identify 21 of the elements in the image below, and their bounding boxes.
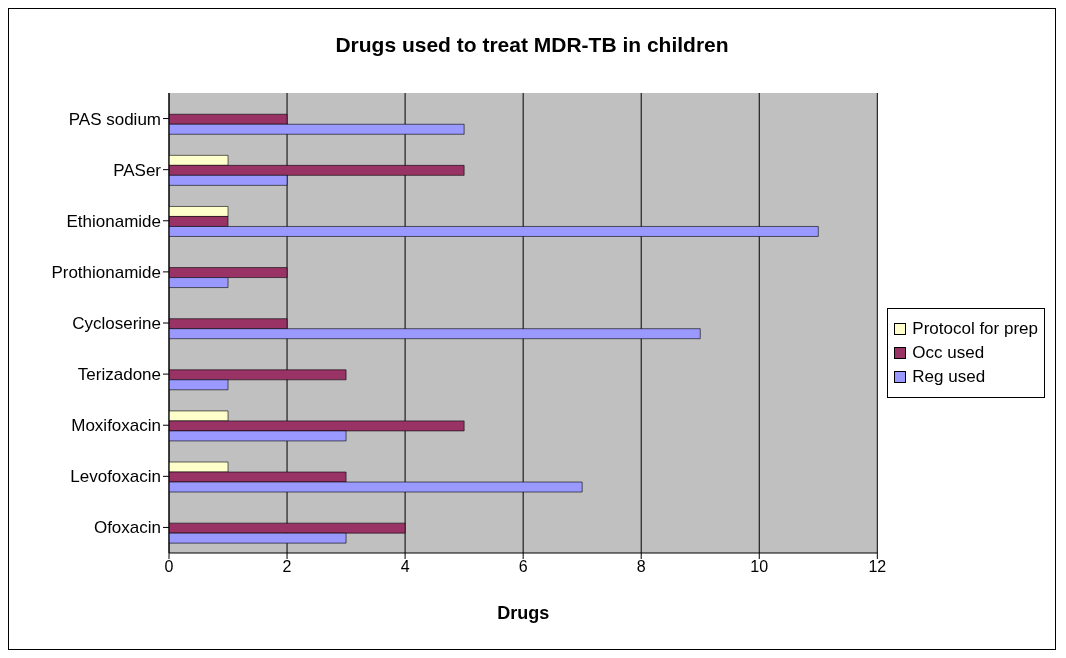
y-tick-label: PAS sodium	[68, 109, 161, 129]
chart-title: Drugs used to treat MDR-TB in children	[334, 33, 730, 58]
x-tick-label: 10	[750, 558, 769, 576]
x-tick-label: 4	[400, 558, 410, 576]
x-tick-label: 6	[518, 558, 528, 576]
y-tick-label: Terizadone	[77, 365, 161, 385]
y-tick-label: Prothionamide	[51, 262, 161, 282]
y-tick-label: Moxifoxacin	[71, 416, 161, 436]
legend-label: Reg used	[912, 367, 986, 387]
y-tick-label: PASer	[113, 160, 162, 180]
y-tick-label: Levofoxacin	[70, 467, 161, 487]
x-tick-label: 2	[282, 558, 292, 576]
y-tick-label: Ofoxacin	[93, 518, 161, 538]
y-tick-label: Cycloserine	[72, 314, 161, 334]
x-tick-label: 0	[164, 558, 174, 576]
legend-label: Occ used	[912, 343, 985, 363]
x-tick-label: 12	[868, 558, 887, 576]
x-tick-label: 8	[636, 558, 646, 576]
x-axis-title: Drugs	[497, 603, 550, 623]
legend-label: Protocol for prep	[912, 319, 1038, 339]
y-tick-label: Ethionamide	[66, 211, 161, 231]
